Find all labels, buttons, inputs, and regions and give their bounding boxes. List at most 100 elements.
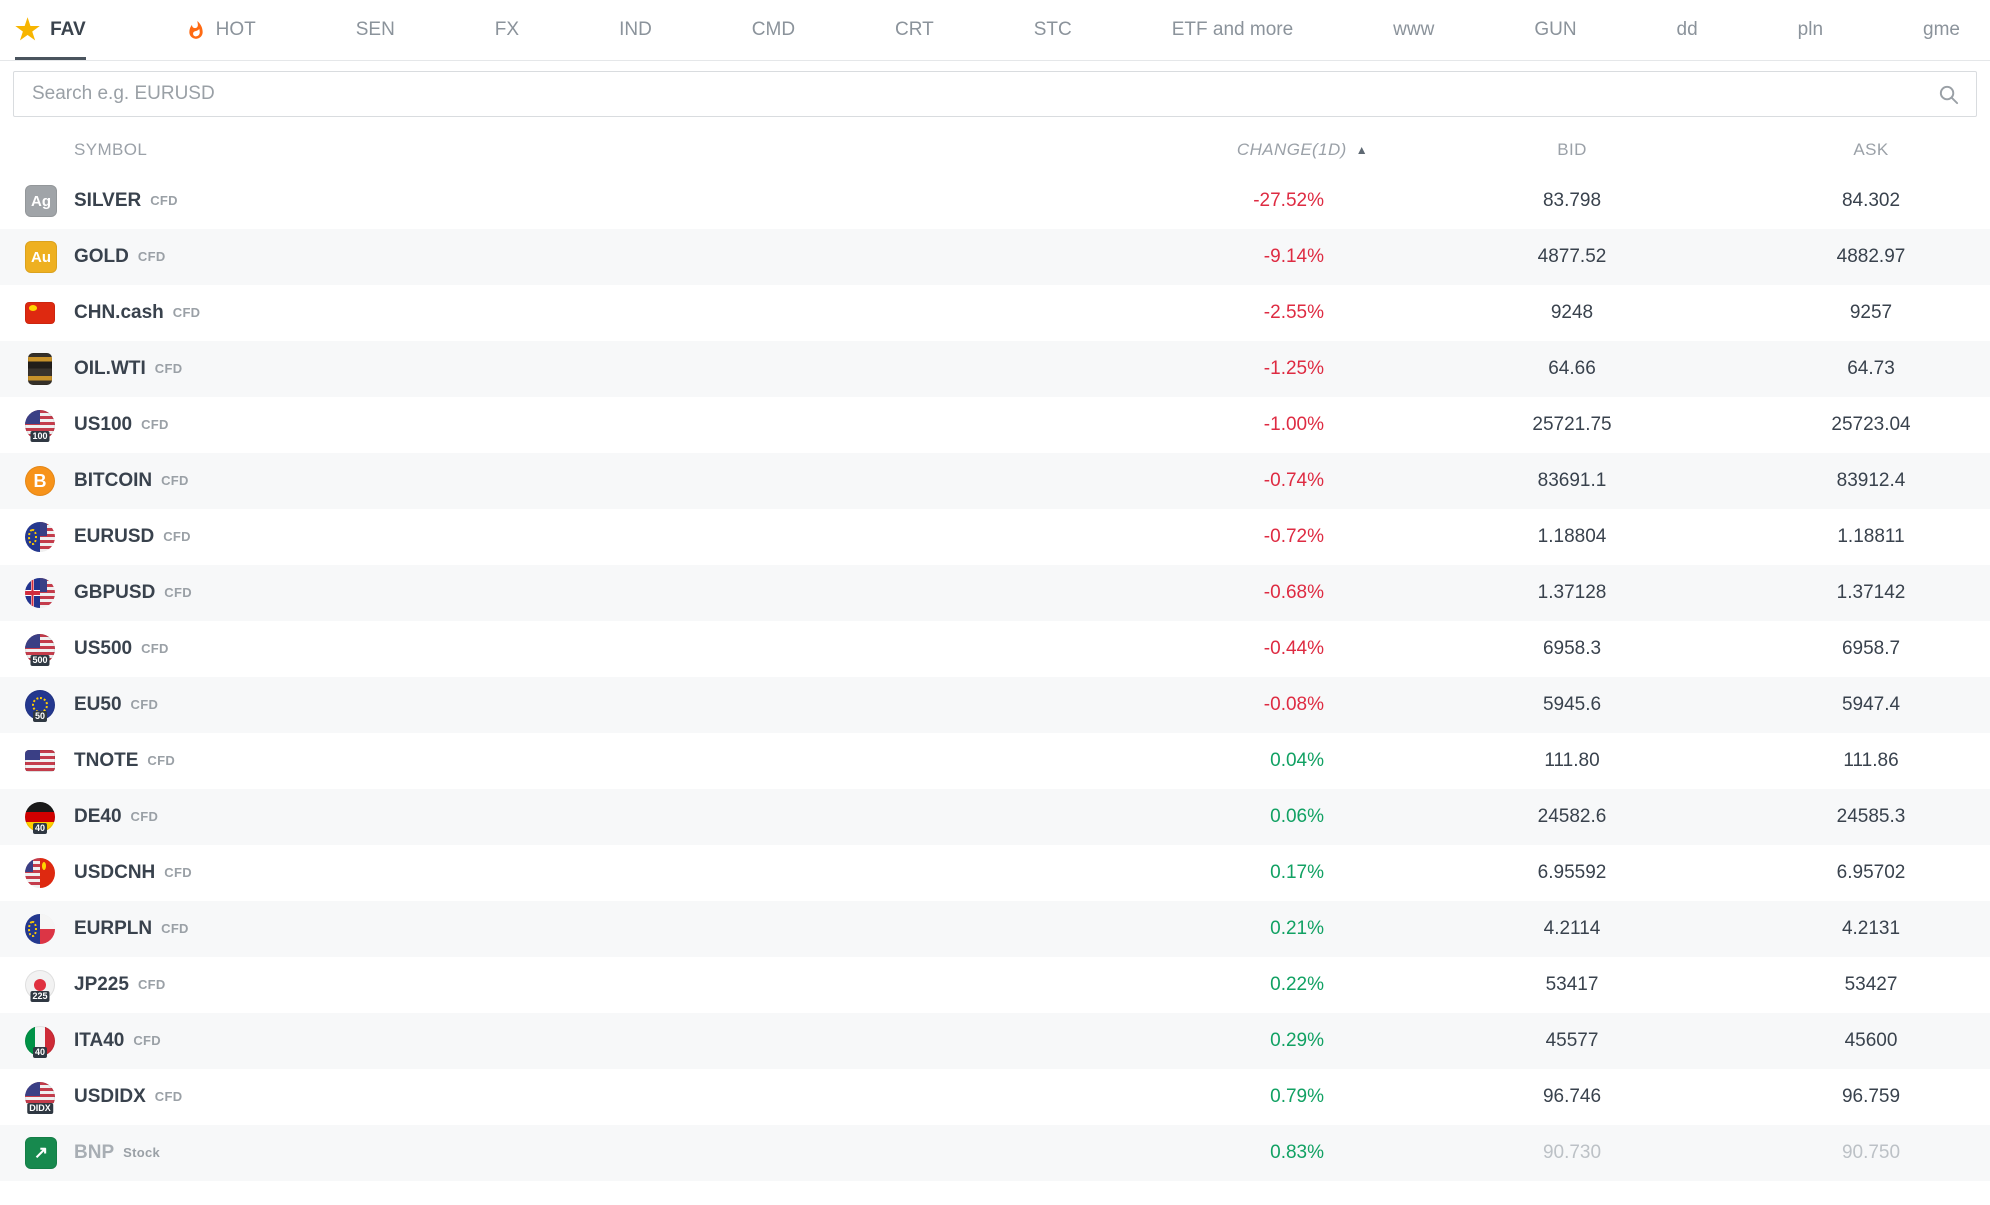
symbol-cell: GBPUSD CFD xyxy=(0,576,1092,610)
instrument-icon: Au xyxy=(25,240,74,274)
instrument-icon: 40 xyxy=(25,1024,74,1058)
symbol-name: ITA40 xyxy=(74,1030,125,1051)
column-header-bid[interactable]: BID xyxy=(1557,140,1587,159)
index-number-badge: 40 xyxy=(32,1047,48,1058)
ask-value[interactable]: 90.750 xyxy=(1841,1142,1901,1163)
column-header-symbol[interactable]: SYMBOL xyxy=(0,140,1092,160)
watchlist-row-eurusd[interactable]: EURUSD CFD -0.72% 1.18804 1.18811 xyxy=(0,509,1990,565)
watchlist-row-oil-wti[interactable]: OIL.WTI CFD -1.25% 64.66 64.73 xyxy=(0,341,1990,397)
watchlist-row-us100[interactable]: 100 US100 CFD -1.00% 25721.75 25723.04 xyxy=(0,397,1990,453)
table-header: SYMBOL CHANGE(1D) ▲ BID ASK xyxy=(0,127,1990,173)
ask-value[interactable]: 4882.97 xyxy=(1836,246,1906,267)
watchlist-row-de40[interactable]: 40 DE40 CFD 0.06% 24582.6 24585.3 xyxy=(0,789,1990,845)
tab-pln[interactable]: pln xyxy=(1798,0,1823,60)
tab-dd[interactable]: dd xyxy=(1677,0,1698,60)
instrument-icon xyxy=(25,352,74,386)
bid-value[interactable]: 4877.52 xyxy=(1537,246,1607,267)
ask-value[interactable]: 25723.04 xyxy=(1831,414,1911,435)
column-header-ask[interactable]: ASK xyxy=(1853,140,1889,159)
cn-flag-icon xyxy=(25,302,55,324)
tab-label: HOT xyxy=(215,19,256,40)
watchlist-row-ita40[interactable]: 40 ITA40 CFD 0.29% 45577 45600 xyxy=(0,1013,1990,1069)
ask-value[interactable]: 5947.4 xyxy=(1841,694,1901,715)
search-box[interactable] xyxy=(13,71,1977,117)
ask-value[interactable]: 4.2131 xyxy=(1841,918,1901,939)
sort-ascending-icon: ▲ xyxy=(1355,143,1368,157)
ask-value[interactable]: 45600 xyxy=(1844,1030,1898,1051)
instrument-type-label: CFD xyxy=(141,416,169,432)
symbol-name: US500 xyxy=(74,638,133,659)
symbol-cell: CHN.cash CFD xyxy=(0,296,1092,330)
ask-value[interactable]: 53427 xyxy=(1844,974,1898,995)
watchlist-row-eurpln[interactable]: EURPLN CFD 0.21% 4.2114 4.2131 xyxy=(0,901,1990,957)
ask-value[interactable]: 64.73 xyxy=(1847,358,1895,379)
bid-value[interactable]: 6958.3 xyxy=(1542,638,1602,659)
bid-value[interactable]: 9248 xyxy=(1550,302,1594,323)
watchlist-row-chn-cash[interactable]: CHN.cash CFD -2.55% 9248 9257 xyxy=(0,285,1990,341)
tab-etf-and-more[interactable]: ETF and more xyxy=(1172,0,1293,60)
instrument-type-label: CFD xyxy=(154,360,183,376)
bid-value[interactable]: 64.66 xyxy=(1548,358,1596,379)
ask-value[interactable]: 9257 xyxy=(1849,302,1893,323)
bid-value[interactable]: 5945.6 xyxy=(1542,694,1602,715)
bid-value[interactable]: 1.37128 xyxy=(1537,582,1607,603)
watchlist-row-gold[interactable]: Au GOLD CFD -9.14% 4877.52 4882.97 xyxy=(0,229,1990,285)
ask-value[interactable]: 6958.7 xyxy=(1841,638,1901,659)
watchlist-row-bitcoin[interactable]: B BITCOIN CFD -0.74% 83691.1 83912.4 xyxy=(0,453,1990,509)
symbol-name: USDCNH xyxy=(74,862,156,883)
tab-fx[interactable]: FX xyxy=(495,0,519,60)
ask-value[interactable]: 96.759 xyxy=(1841,1086,1901,1107)
bid-value[interactable]: 111.80 xyxy=(1544,750,1600,771)
bid-value[interactable]: 53417 xyxy=(1545,974,1599,995)
tab-hot[interactable]: HOT xyxy=(186,0,256,60)
bid-value[interactable]: 96.746 xyxy=(1542,1086,1602,1107)
watchlist-row-tnote[interactable]: TNOTE CFD 0.04% 111.80 111.86 xyxy=(0,733,1990,789)
watchlist-row-us500[interactable]: 500 US500 CFD -0.44% 6958.3 6958.7 xyxy=(0,621,1990,677)
tab-sen[interactable]: SEN xyxy=(356,0,395,60)
bid-value[interactable]: 24582.6 xyxy=(1537,806,1607,827)
ask-value[interactable]: 24585.3 xyxy=(1836,806,1906,827)
bid-value[interactable]: 90.730 xyxy=(1542,1142,1602,1163)
ask-value[interactable]: 83912.4 xyxy=(1836,470,1906,491)
instrument-type-label: CFD xyxy=(141,640,169,656)
watchlist-row-jp225[interactable]: 225 JP225 CFD 0.22% 53417 53427 xyxy=(0,957,1990,1013)
bid-value[interactable]: 83691.1 xyxy=(1537,470,1607,491)
tab-fav[interactable]: ★ FAV xyxy=(15,0,86,60)
change-value: -1.00% xyxy=(1263,414,1324,435)
bid-value[interactable]: 83.798 xyxy=(1542,190,1602,211)
index-number-badge: 40 xyxy=(32,823,48,834)
ask-value[interactable]: 111.86 xyxy=(1843,750,1899,771)
column-header-change[interactable]: CHANGE(1D) ▲ xyxy=(1092,140,1392,160)
search-icon[interactable] xyxy=(1937,83,1960,106)
watchlist-row-bnp[interactable]: ↗ BNP Stock 0.83% 90.730 90.750 xyxy=(0,1125,1990,1181)
bid-value[interactable]: 45577 xyxy=(1545,1030,1599,1051)
ask-value[interactable]: 6.95702 xyxy=(1836,862,1906,883)
star-icon: ★ xyxy=(15,14,41,45)
ask-value[interactable]: 1.18811 xyxy=(1837,526,1905,547)
watchlist-row-usdidx[interactable]: DIDX USDIDX CFD 0.79% 96.746 96.759 xyxy=(0,1069,1990,1125)
bid-value[interactable]: 4.2114 xyxy=(1543,918,1601,939)
watchlist-row-eu50[interactable]: 50 EU50 CFD -0.08% 5945.6 5947.4 xyxy=(0,677,1990,733)
symbol-cell: 40 ITA40 CFD xyxy=(0,1024,1092,1058)
tab-cmd[interactable]: CMD xyxy=(752,0,795,60)
tab-gun[interactable]: GUN xyxy=(1534,0,1576,60)
tab-ind[interactable]: IND xyxy=(619,0,652,60)
ask-value[interactable]: 84.302 xyxy=(1841,190,1901,211)
bid-value[interactable]: 1.18804 xyxy=(1537,526,1607,547)
watchlist-row-gbpusd[interactable]: GBPUSD CFD -0.68% 1.37128 1.37142 xyxy=(0,565,1990,621)
bid-value[interactable]: 25721.75 xyxy=(1532,414,1612,435)
ask-value[interactable]: 1.37142 xyxy=(1836,582,1906,603)
watchlist-row-usdcnh[interactable]: USDCNH CFD 0.17% 6.95592 6.95702 xyxy=(0,845,1990,901)
tab-stc[interactable]: STC xyxy=(1034,0,1072,60)
tab-label: FX xyxy=(494,19,520,40)
bid-value[interactable]: 6.95592 xyxy=(1537,862,1607,883)
tab-crt[interactable]: CRT xyxy=(895,0,934,60)
instrument-icon xyxy=(25,912,74,946)
tab-label: FAV xyxy=(50,19,86,40)
search-input[interactable] xyxy=(30,82,1937,106)
watchlist-row-silver[interactable]: Ag SILVER CFD -27.52% 83.798 84.302 xyxy=(0,173,1990,229)
change-value: -0.44% xyxy=(1263,638,1324,659)
tab-www[interactable]: www xyxy=(1393,0,1434,60)
instrument-icon: ↗ xyxy=(25,1136,74,1170)
tab-gme[interactable]: gme xyxy=(1923,0,1960,60)
